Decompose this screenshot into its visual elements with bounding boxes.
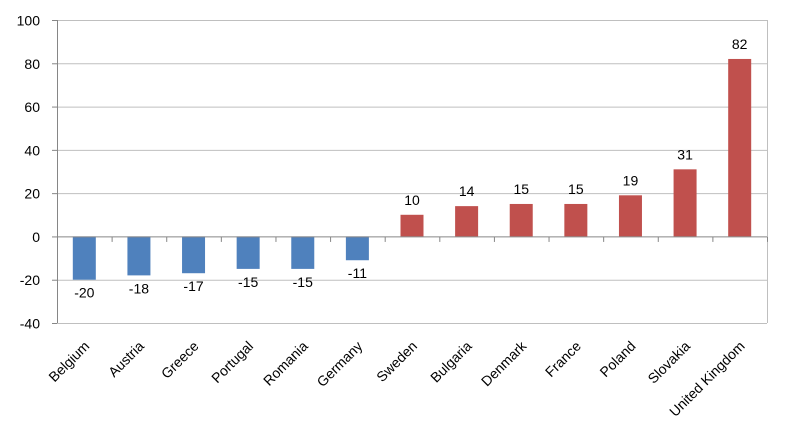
data-label: -15	[293, 274, 313, 290]
bar-bulgaria	[455, 206, 479, 237]
bar-belgium	[72, 236, 96, 280]
data-label: 15	[513, 181, 529, 197]
data-label: -20	[74, 285, 94, 301]
bar-denmark	[509, 203, 533, 237]
x-tick-label: Bulgaria	[427, 338, 475, 386]
data-label: -17	[183, 278, 203, 294]
x-tick-label: Portugal	[208, 338, 256, 386]
x-tick-label: Belgium	[45, 338, 92, 385]
bar-france	[564, 203, 588, 237]
data-label: 15	[568, 181, 584, 197]
data-label: 10	[404, 192, 420, 208]
y-tick-label: -40	[20, 316, 40, 332]
y-axis-tick-labels: -40 -20 0 20 40 60 80 100	[17, 13, 41, 332]
data-labels: -20 -18 -17 -15 -15 -11 10 14 15 15 19 31 82	[74, 36, 747, 301]
y-tick-label: 20	[24, 186, 40, 202]
bar-greece	[182, 236, 206, 274]
x-tick-label: Sweden	[373, 338, 420, 385]
y-tick-label: 60	[24, 99, 40, 115]
y-tick-label: -20	[20, 272, 40, 288]
axes	[52, 20, 768, 324]
y-tick-label: 100	[17, 13, 41, 29]
x-axis-category-labels: Belgium Austria Greece Portugal Romania Germa…	[45, 337, 747, 419]
x-tick-label: Slovakia	[644, 338, 693, 387]
y-tick-label: 40	[24, 142, 40, 158]
bar-sweden	[400, 214, 424, 237]
data-label: -11	[348, 265, 367, 281]
bar-slovakia	[673, 169, 697, 237]
bars	[72, 58, 752, 280]
data-label: 14	[459, 183, 475, 199]
bar-romania	[291, 236, 315, 269]
x-tick-label: Denmark	[478, 337, 530, 389]
x-tick-label: Germany	[313, 338, 365, 390]
data-label: -15	[238, 274, 258, 290]
x-tick-label: Austria	[105, 338, 147, 380]
x-tick-label: Romania	[260, 338, 311, 389]
x-tick-label: Poland	[596, 338, 638, 380]
bar-austria	[127, 236, 151, 276]
bar-germany	[345, 236, 369, 261]
y-tick-label: 80	[24, 56, 40, 72]
data-label: -18	[129, 280, 149, 296]
x-tick-label: Greece	[158, 338, 202, 382]
y-tick-label: 0	[32, 229, 40, 245]
bar-portugal	[236, 236, 260, 269]
x-tick-label: France	[542, 338, 584, 380]
data-label: 19	[623, 172, 639, 188]
data-label: 31	[677, 146, 693, 162]
bar-united-kingdom	[728, 58, 752, 237]
bar-poland	[618, 195, 642, 237]
gridlines	[57, 20, 768, 324]
data-label: 82	[732, 36, 748, 52]
